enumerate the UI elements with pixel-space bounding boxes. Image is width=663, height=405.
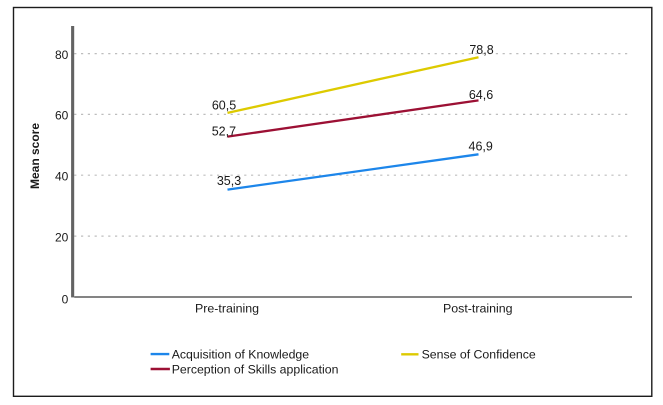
svg-text:78,8: 78,8 — [469, 43, 493, 57]
svg-text:40: 40 — [55, 170, 69, 184]
svg-text:35,3: 35,3 — [217, 174, 241, 188]
svg-text:52,7: 52,7 — [212, 125, 236, 139]
svg-text:Post-training: Post-training — [443, 301, 513, 315]
svg-text:60,5: 60,5 — [212, 99, 236, 113]
svg-text:64,6: 64,6 — [469, 88, 493, 102]
svg-text:20: 20 — [55, 230, 69, 244]
svg-text:80: 80 — [55, 48, 69, 62]
svg-text:0: 0 — [62, 292, 69, 306]
svg-text:Pre-training: Pre-training — [195, 301, 259, 315]
svg-text:Sense of Confidence: Sense of Confidence — [422, 348, 536, 362]
svg-text:Mean score: Mean score — [28, 123, 42, 189]
svg-text:Acquisition of Knowledge: Acquisition of Knowledge — [172, 348, 310, 362]
svg-text:60: 60 — [55, 109, 69, 123]
svg-text:46,9: 46,9 — [469, 139, 493, 153]
svg-text:Perception of Skills applicati: Perception of Skills application — [172, 362, 339, 376]
